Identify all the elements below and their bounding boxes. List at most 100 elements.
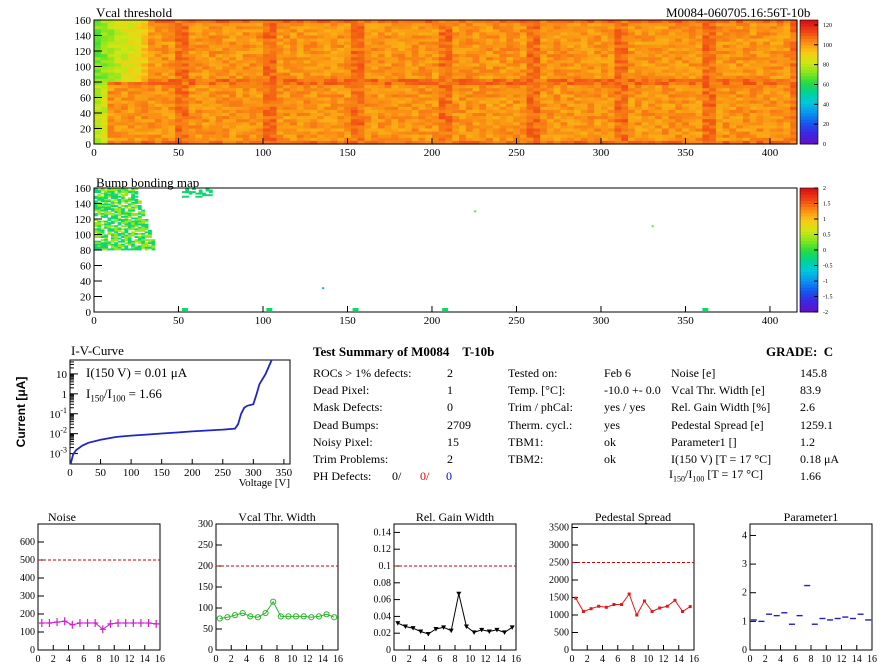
- summary-value: yes: [604, 417, 620, 432]
- summary-label: Dead Bumps:: [313, 417, 379, 432]
- svg-text:100: 100: [823, 43, 832, 49]
- bump-axes: 0 50 100 150 200 250 300 350 400 0 20 40 60 80 100 120 1…: [75, 183, 779, 327]
- summary-value: 2.6: [800, 400, 815, 415]
- svg-text:120: 120: [823, 23, 832, 29]
- data-point: [418, 629, 424, 635]
- svg-text:-2: -2: [823, 310, 828, 316]
- svg-text:160: 160: [75, 15, 92, 27]
- data-point: [331, 614, 338, 621]
- svg-text:200: 200: [424, 147, 441, 159]
- data-point: [509, 625, 515, 630]
- data-point: [688, 605, 692, 609]
- summary-value: -10.0 +- 0.0: [604, 383, 661, 398]
- summary-label: TBM1:: [508, 434, 544, 449]
- svg-text:60: 60: [823, 82, 829, 88]
- svg-text:0: 0: [91, 315, 97, 327]
- svg-text:200: 200: [424, 315, 441, 327]
- data-point: [254, 614, 262, 621]
- svg-text:60: 60: [80, 261, 92, 273]
- data-point: [315, 613, 323, 620]
- iv-frame: [69, 359, 291, 465]
- summary-value: Feb 6: [604, 366, 631, 380]
- data-point: [650, 610, 654, 613]
- iv-annotation-ratio: I150/I100 = 1.66: [86, 386, 162, 404]
- vcal-heatmap-cells: [94, 20, 798, 145]
- summary-value: 1259.1: [800, 417, 833, 432]
- data-point: [231, 612, 239, 619]
- data-point: [224, 614, 231, 621]
- svg-text:40: 40: [80, 276, 92, 288]
- data-point: [92, 619, 99, 627]
- data-point: [262, 609, 269, 617]
- data-point: [130, 619, 137, 627]
- data-point: [471, 630, 477, 635]
- data-point: [277, 613, 284, 620]
- summary-label: Rel. Gain Width [%]: [671, 400, 771, 415]
- svg-text:20: 20: [80, 124, 92, 136]
- svg-text:160: 160: [75, 183, 92, 195]
- data-point: [433, 627, 439, 632]
- svg-text:400: 400: [762, 315, 779, 327]
- svg-text:-1: -1: [823, 279, 828, 285]
- summary-label: Noisy Pixel:: [313, 434, 373, 449]
- summary-label: Parameter1 []: [671, 434, 737, 449]
- summary-label: Trim Problems:: [313, 452, 389, 466]
- bump-color-scale: -2-1.5-1-0.500.511.52: [799, 186, 833, 316]
- svg-text:80: 80: [823, 63, 829, 69]
- data-point: [635, 613, 639, 617]
- summary-label: Tested on:: [508, 366, 558, 380]
- bump-map-title: Bump bonding map: [96, 175, 200, 190]
- summary-ratio-label: I150/I100 [T = 17 °C]: [669, 467, 764, 484]
- data-point: [270, 598, 277, 605]
- data-point: [456, 591, 462, 597]
- svg-text:250: 250: [508, 147, 525, 159]
- data-point: [292, 613, 300, 620]
- svg-text:300: 300: [593, 315, 610, 327]
- data-point: [285, 613, 292, 620]
- summary-ratio-value: 1.66: [800, 469, 821, 483]
- data-point: [69, 620, 76, 629]
- svg-text:0: 0: [86, 139, 92, 151]
- iv-series-line: [69, 359, 273, 465]
- ph-defects-value-1: 0/: [392, 469, 402, 483]
- data-point: [145, 619, 152, 627]
- data-point: [84, 619, 91, 627]
- data-point: [122, 619, 129, 627]
- data-point: [99, 625, 106, 634]
- summary-label: TBM2:: [508, 452, 544, 466]
- data-point: [46, 619, 53, 627]
- data-point: [620, 603, 624, 606]
- summary-value: ok: [604, 452, 616, 466]
- summary-value: 145.8: [800, 366, 827, 380]
- data-point: [425, 632, 431, 637]
- bump-heatmap-cells: [94, 188, 709, 311]
- svg-text:20: 20: [80, 292, 92, 304]
- bump-frame: [93, 187, 798, 313]
- data-point: [441, 625, 447, 630]
- svg-text:0: 0: [823, 248, 826, 254]
- data-point: [247, 613, 254, 620]
- summary-value: 0.18 μA: [800, 452, 840, 466]
- summary-label: Mask Defects:: [313, 400, 383, 415]
- vcal-color-scale: 0 20 40 60 80 100 120: [799, 19, 832, 148]
- summary-value: ok: [604, 434, 616, 449]
- summary-label: Therm. cycl.:: [508, 417, 573, 432]
- summary-value: 1.2: [800, 434, 815, 449]
- summary-title: Test Summary of M0084 T-10b: [313, 344, 495, 359]
- data-point: [395, 621, 401, 626]
- summary-value: 15: [447, 434, 459, 449]
- svg-text:100: 100: [255, 147, 272, 159]
- svg-text:0: 0: [91, 147, 97, 159]
- bump-map-plot: 0 50 100 150 200 250 300 350 400 0 20 40 60 80 100 120 1…: [75, 183, 833, 327]
- data-point: [665, 604, 669, 608]
- svg-text:0.5: 0.5: [823, 233, 831, 239]
- data-point: [239, 609, 246, 617]
- data-point: [627, 592, 631, 596]
- svg-text:150: 150: [339, 147, 356, 159]
- vcal-map-title: Vcal threshold: [96, 5, 173, 20]
